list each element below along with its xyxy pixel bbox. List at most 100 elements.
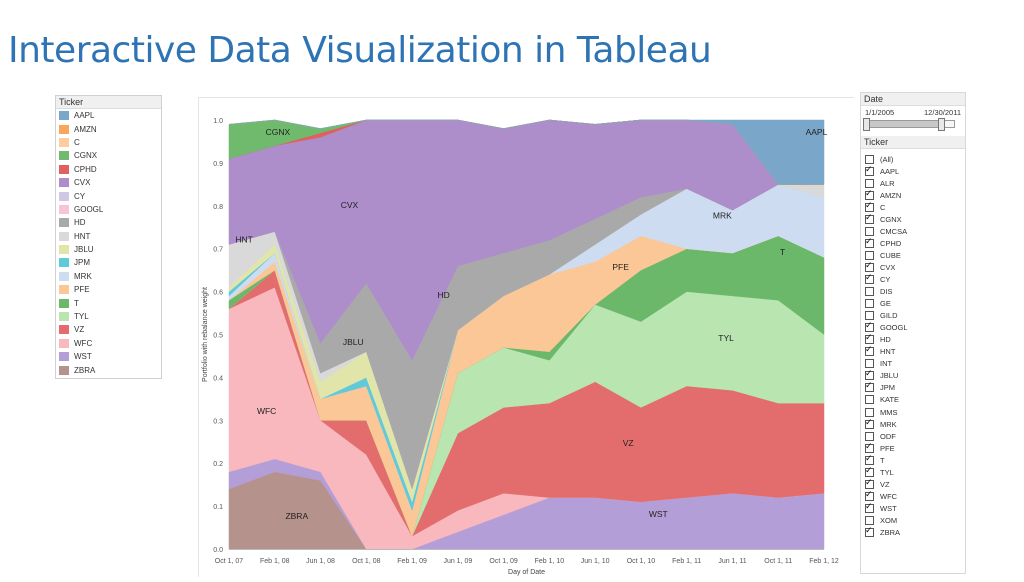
ticker-option[interactable]: MRK — [861, 417, 965, 430]
ticker-checkbox[interactable] — [865, 250, 874, 260]
ticker-checkbox[interactable] — [865, 525, 874, 537]
ticker-checkbox[interactable] — [865, 395, 874, 405]
ticker-option[interactable]: XOM — [861, 514, 965, 526]
legend-item[interactable]: CGNX — [56, 149, 161, 162]
legend-item[interactable]: CY — [56, 189, 161, 202]
ticker-option[interactable]: CPHD — [861, 236, 965, 249]
legend-item[interactable]: JPM — [56, 256, 161, 269]
ticker-option[interactable]: CY — [861, 272, 965, 285]
legend-item[interactable]: HD — [56, 216, 161, 229]
ticker-checkbox[interactable] — [865, 477, 874, 489]
ticker-option[interactable]: JBLU — [861, 368, 965, 382]
ticker-option[interactable]: GOOGL — [861, 320, 965, 334]
ticker-option[interactable]: PFE — [861, 441, 965, 454]
y-tick-label: 0.6 — [213, 290, 223, 297]
x-tick-label: Jun 1, 10 — [581, 558, 610, 565]
ticker-option[interactable]: ODF — [861, 430, 965, 442]
ticker-checkbox[interactable] — [865, 200, 874, 212]
legend-item[interactable]: WFC — [56, 337, 161, 350]
ticker-option-label: T — [880, 455, 885, 465]
ticker-option[interactable]: T — [861, 453, 965, 466]
ticker-option[interactable]: ALR — [861, 177, 965, 189]
ticker-checkbox[interactable] — [865, 332, 874, 345]
legend-item[interactable]: AAPL — [56, 109, 161, 122]
ticker-checkbox[interactable] — [865, 287, 874, 297]
ticker-checkbox[interactable] — [865, 441, 874, 453]
legend-item[interactable]: TYL — [56, 310, 161, 323]
ticker-option[interactable]: TYL — [861, 465, 965, 478]
legend-item[interactable]: AMZN — [56, 122, 161, 135]
x-tick-label: Feb 1, 08 — [260, 558, 290, 565]
ticker-checkbox[interactable] — [865, 178, 874, 188]
slider-handle-end[interactable] — [937, 118, 945, 131]
legend-item[interactable]: MRK — [56, 270, 161, 283]
legend-item[interactable]: WST — [56, 350, 161, 363]
legend-item[interactable]: VZ — [56, 323, 161, 336]
ticker-option[interactable]: HD — [861, 332, 965, 346]
ticker-option[interactable]: KATE — [861, 394, 965, 406]
ticker-option[interactable]: HNT — [861, 344, 965, 358]
ticker-checkbox[interactable] — [865, 212, 874, 224]
ticker-checkbox[interactable] — [865, 431, 874, 441]
ticker-option[interactable]: JPM — [861, 380, 965, 394]
legend-item[interactable]: T — [56, 296, 161, 309]
ticker-checkbox[interactable] — [865, 260, 874, 272]
ticker-checkbox[interactable] — [865, 272, 874, 284]
ticker-option[interactable]: C — [861, 200, 965, 213]
ticker-option[interactable]: VZ — [861, 477, 965, 490]
x-tick-label: Feb 1, 09 — [397, 558, 427, 565]
ticker-option[interactable]: AAPL — [861, 164, 965, 177]
ticker-checkbox[interactable] — [865, 236, 874, 248]
ticker-checkbox[interactable] — [865, 501, 874, 513]
ticker-checkbox[interactable] — [865, 344, 874, 357]
ticker-checkbox[interactable] — [865, 368, 874, 381]
ticker-checkbox[interactable] — [865, 311, 874, 321]
ticker-checkbox[interactable] — [865, 465, 874, 477]
ticker-option[interactable]: ZBRA — [861, 525, 965, 538]
legend-item[interactable]: PFE — [56, 283, 161, 296]
ticker-option[interactable]: CVX — [861, 260, 965, 273]
ticker-option[interactable]: INT — [861, 358, 965, 370]
legend-item[interactable]: JBLU — [56, 243, 161, 256]
ticker-option[interactable]: CGNX — [861, 212, 965, 225]
ticker-option[interactable]: CMCSA — [861, 225, 965, 237]
ticker-checkbox[interactable] — [865, 515, 874, 525]
legend-item[interactable]: ZBRA — [56, 363, 161, 376]
ticker-checkbox[interactable] — [865, 164, 874, 176]
ticker-option[interactable]: WST — [861, 501, 965, 514]
date-range-slider[interactable] — [863, 118, 955, 131]
legend-swatch — [59, 204, 69, 214]
legend-item[interactable]: GOOGL — [56, 203, 161, 216]
chart-frame: 0.0 0.1 0.2 0.3 0.4 0.5 0.6 0.7 0.8 0.9 1.0 Portfol… — [198, 97, 854, 577]
ticker-checkbox[interactable] — [865, 407, 874, 417]
ticker-option[interactable]: DIS — [861, 286, 965, 298]
legend-item[interactable]: HNT — [56, 230, 161, 243]
stacked-area-chart[interactable]: 0.0 0.1 0.2 0.3 0.4 0.5 0.6 0.7 0.8 0.9 1.0 Portfol… — [199, 98, 854, 577]
y-tick-label: 0.8 — [213, 204, 223, 211]
ticker-option[interactable]: WFC — [861, 489, 965, 502]
ticker-option[interactable]: (All) — [861, 153, 965, 165]
ticker-checkbox[interactable] — [865, 417, 874, 429]
slider-handle-start[interactable] — [863, 118, 870, 131]
area-aapl[interactable] — [228, 119, 825, 185]
ticker-checkbox[interactable] — [865, 320, 874, 333]
ticker-checkbox[interactable] — [865, 380, 874, 393]
ticker-option-label: ODF — [880, 431, 896, 441]
ticker-option[interactable]: MMS — [861, 406, 965, 418]
ticker-checkbox[interactable] — [865, 226, 874, 236]
ticker-option[interactable]: GE — [861, 298, 965, 310]
ticker-checkbox[interactable] — [865, 489, 874, 501]
legend-item[interactable]: CVX — [56, 176, 161, 189]
ticker-option[interactable]: GILD — [861, 310, 965, 322]
ticker-option[interactable]: AMZN — [861, 188, 965, 201]
legend-item[interactable]: C — [56, 136, 161, 149]
ticker-checkbox[interactable] — [865, 154, 874, 164]
ticker-checkbox[interactable] — [865, 188, 874, 200]
ticker-checkbox[interactable] — [865, 299, 874, 309]
area-label: T — [780, 247, 785, 257]
ticker-checkbox[interactable] — [865, 453, 874, 465]
legend-item[interactable]: CPHD — [56, 163, 161, 176]
legend-swatch — [59, 245, 69, 255]
ticker-option[interactable]: CUBE — [861, 249, 965, 261]
ticker-checkbox[interactable] — [865, 359, 874, 369]
